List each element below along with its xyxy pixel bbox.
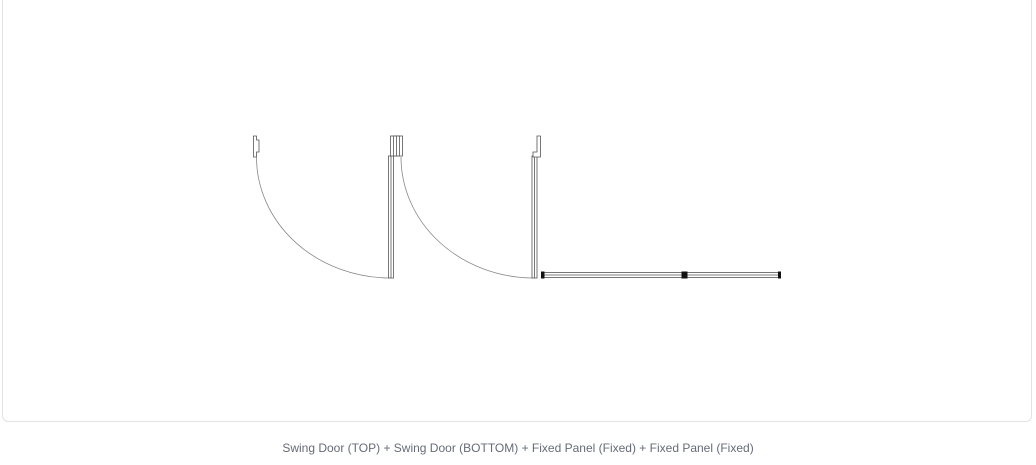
post-right [778, 271, 781, 279]
swing-door-2 [400, 135, 541, 279]
drawing-caption: Swing Door (TOP) + Swing Door (BOTTOM) +… [282, 441, 754, 455]
fixed-panels [543, 272, 780, 278]
door-2-swing-arc [400, 156, 534, 279]
posts [541, 271, 781, 279]
door-2-jamb [532, 135, 541, 158]
drawing-canvas [2, 0, 1032, 422]
post-left [541, 271, 545, 279]
door-1-swing-arc [256, 156, 391, 279]
swing-door-1 [253, 135, 394, 279]
door-1-jamb [253, 135, 260, 158]
post-middle [681, 271, 688, 279]
center-jamb [390, 135, 403, 157]
floor-plan-drawing [253, 135, 781, 279]
